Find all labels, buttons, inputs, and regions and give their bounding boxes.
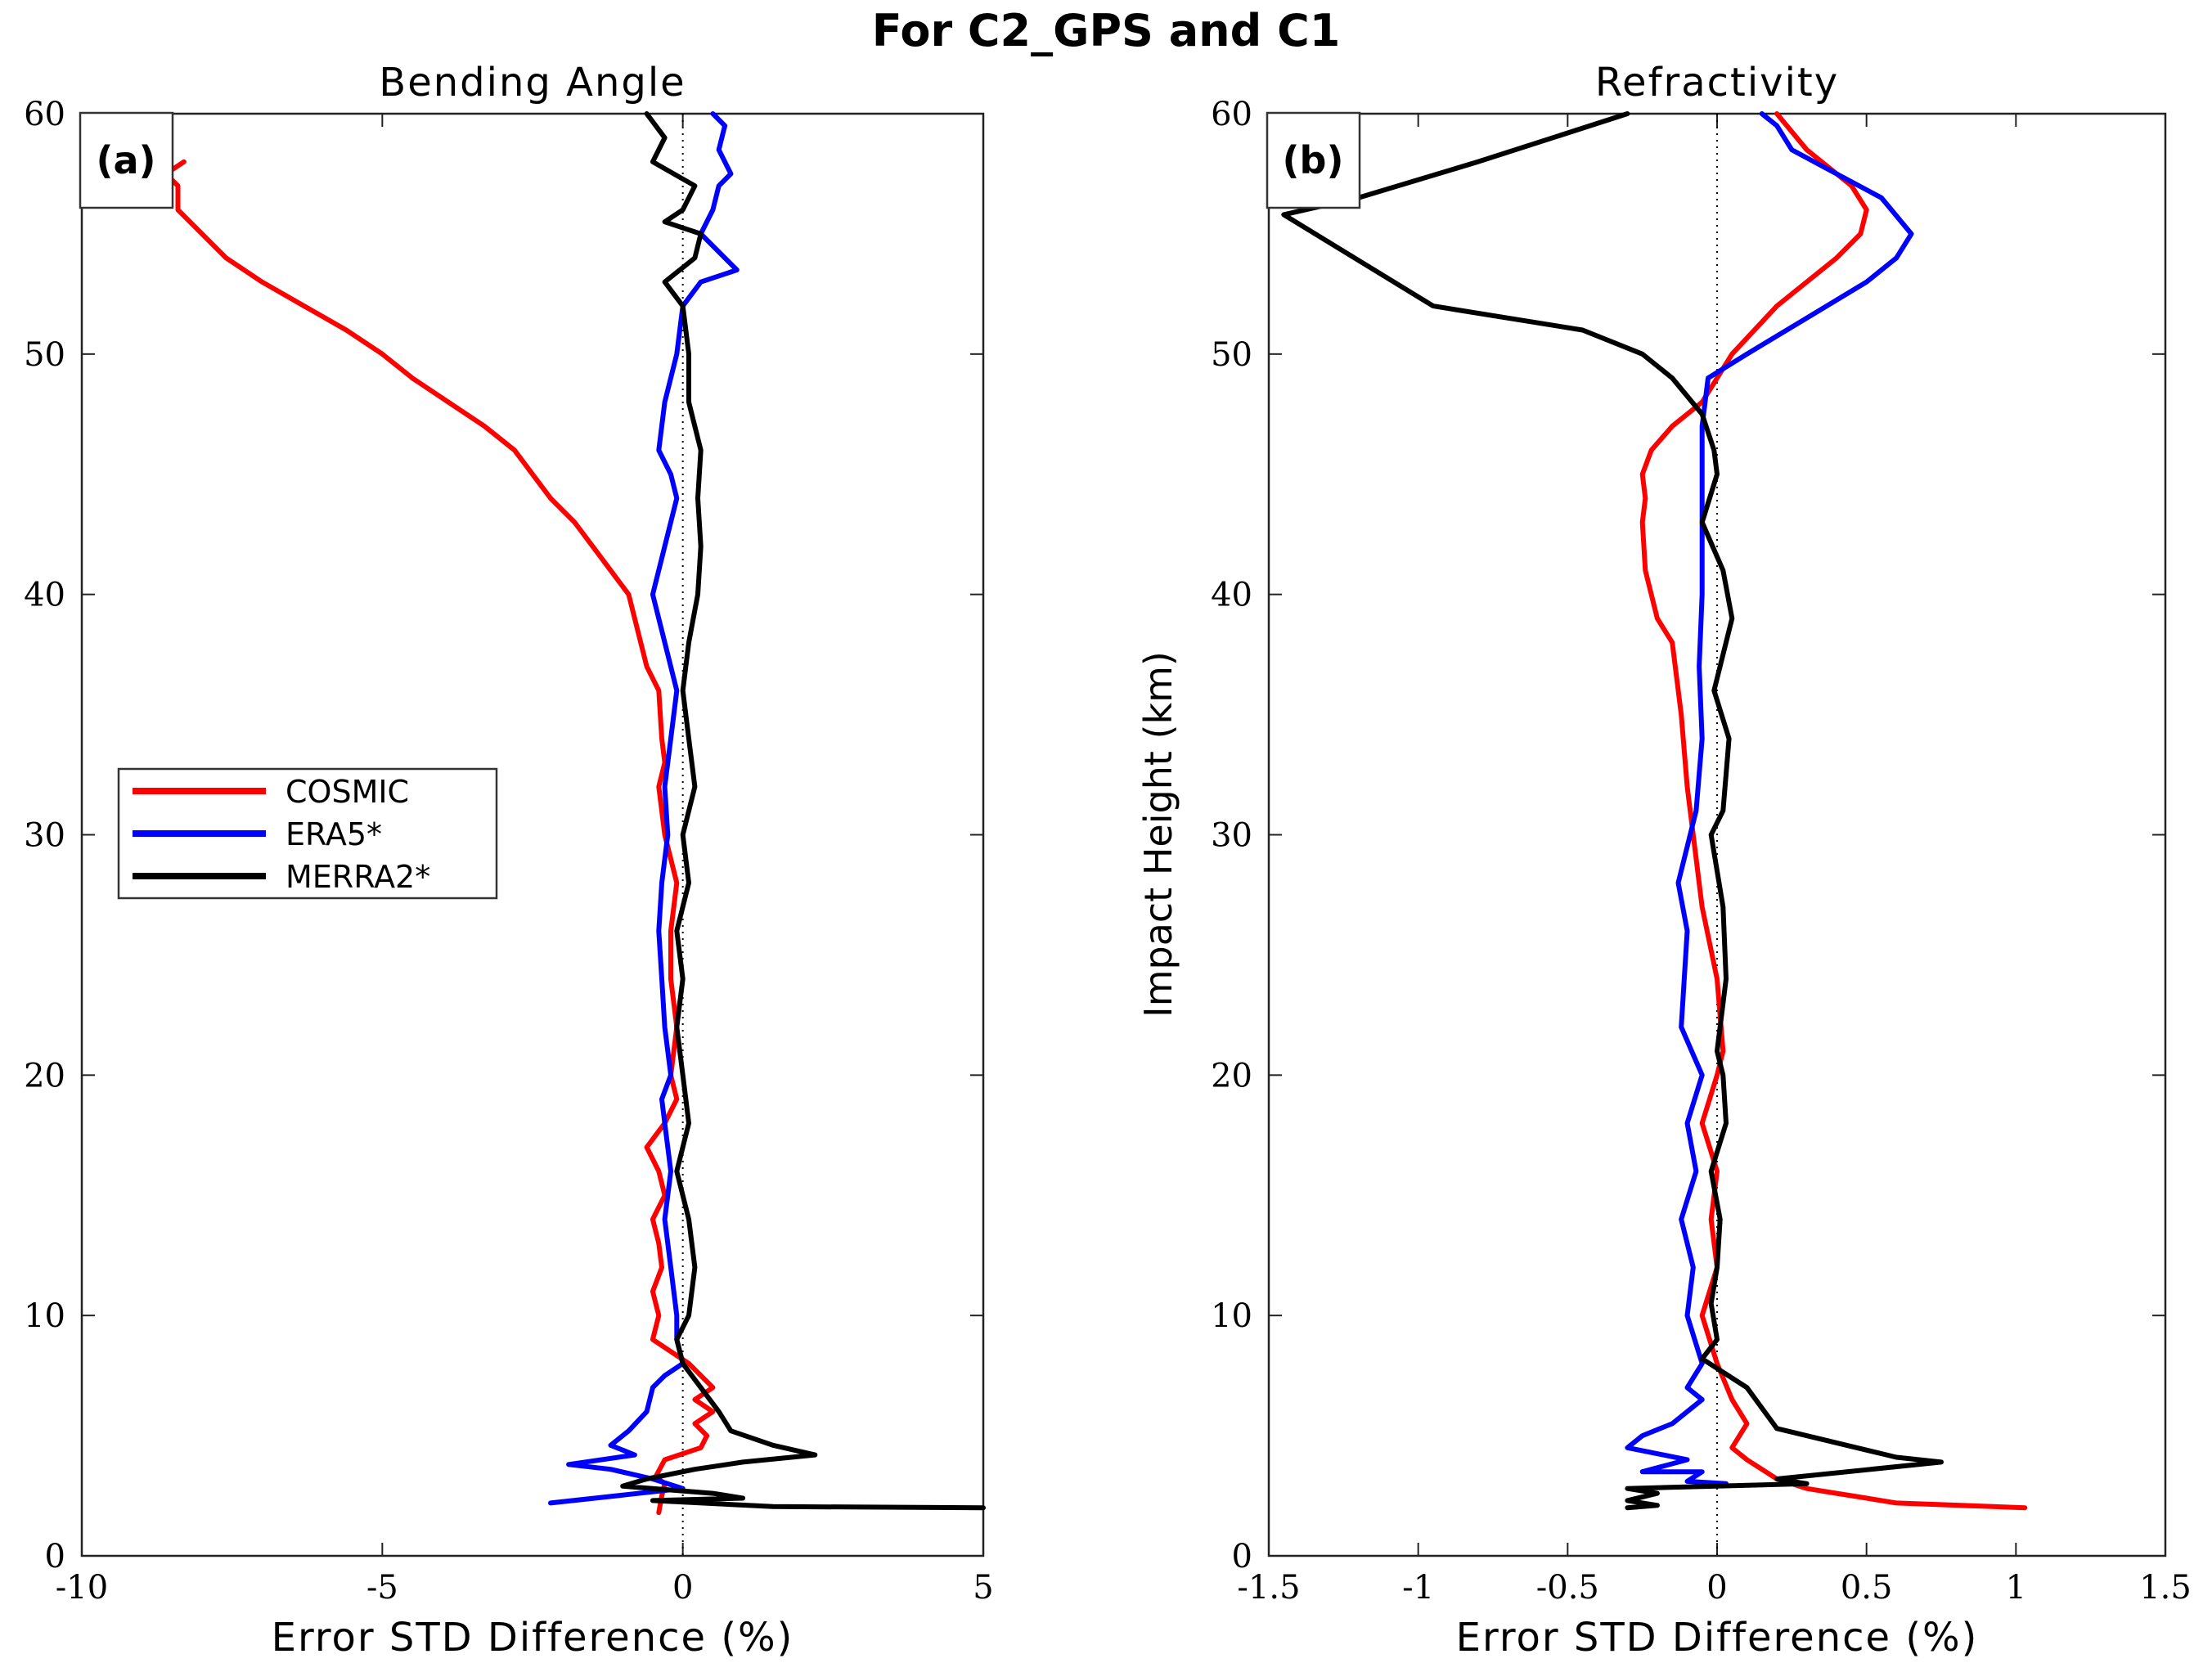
panel-a-ytick-label: 40 (24, 577, 65, 614)
panel-a-series-merra2 (620, 111, 986, 1511)
panel-b-ytick-label: 20 (1211, 1057, 1252, 1094)
panel-a-xtick-label: -5 (366, 1569, 398, 1607)
panel-a-title: Bending Angle (379, 60, 686, 106)
panel-b-xtick-label: 0 (1706, 1569, 1727, 1607)
panel-b-label-box: (b) (1266, 111, 1361, 209)
legend-label-cosmic: COSMIC (285, 774, 409, 810)
panel-b-xtick-label: -1 (1402, 1569, 1434, 1607)
panel-b-series-era5 (1625, 111, 1914, 1486)
panel-a-ytick-label: 30 (24, 817, 65, 855)
panel-a-ytick-label: 20 (24, 1057, 65, 1094)
legend: COSMIC ERA5* MERRA2* (117, 767, 498, 900)
panel-b-ytick-label: 10 (1211, 1297, 1252, 1335)
legend-label-merra2: MERRA2* (285, 859, 430, 895)
panel-b-series (1281, 111, 2028, 1511)
panel-b-series-cosmic (1639, 111, 2028, 1511)
figure-title: For C2_GPS and C1 (872, 5, 1341, 56)
panel-b-xtick-label: 1 (2006, 1569, 2026, 1607)
panel-b-axes: -1.5 -1 -0.5 0 0.5 1 1.5 0 10 20 30 40 50 60 (1211, 96, 2192, 1607)
panel-b-ytick-label: 50 (1211, 336, 1252, 374)
panel-a-ytick-label: 10 (24, 1297, 65, 1335)
panel-a-series-cosmic (163, 159, 716, 1516)
panel-a-xtick-label: -10 (56, 1569, 108, 1607)
panel-b-xtick-label: -1.5 (1237, 1569, 1300, 1607)
panel-b-series-merra2 (1281, 111, 1944, 1511)
panel-a-xtick-label: 0 (672, 1569, 693, 1607)
panel-b-ytick-label: 40 (1211, 577, 1252, 614)
panel-a-xtick-label: 5 (973, 1569, 993, 1607)
panel-b-ytick-label: 60 (1211, 96, 1252, 133)
panel-b-xtick-label: 0.5 (1841, 1569, 1893, 1607)
panel-b-xtick-label: 1.5 (2139, 1569, 2192, 1607)
panel-b-title: Refractivity (1595, 60, 1839, 106)
panel-a-series-era5 (548, 111, 740, 1506)
panel-a-ytick-label: 0 (45, 1538, 65, 1575)
panel-b: Refractivity -1.5 -1 -0.5 0 0.5 1 1.5 0 10 20 30 40… (1136, 60, 2192, 1661)
panel-a-ytick-label: 60 (24, 96, 65, 133)
panel-a-label: (a) (96, 138, 155, 182)
legend-label-era5: ERA5* (285, 816, 382, 852)
panel-b-ytick-label: 0 (1232, 1538, 1252, 1575)
panel-a-series (163, 111, 986, 1516)
panel-b-ytick-label: 30 (1211, 817, 1252, 855)
panel-a-xlabel: Error STD Difference (%) (272, 1615, 794, 1661)
panel-b-xtick-label: -0.5 (1536, 1569, 1599, 1607)
panel-a-ytick-label: 50 (24, 336, 65, 374)
panel-b-label: (b) (1283, 138, 1344, 182)
panel-b-xlabel: Error STD Difference (%) (1456, 1615, 1979, 1661)
panel-a-label-box: (a) (79, 111, 174, 209)
panel-b-ylabel: Impact Height (km) (1136, 651, 1180, 1018)
